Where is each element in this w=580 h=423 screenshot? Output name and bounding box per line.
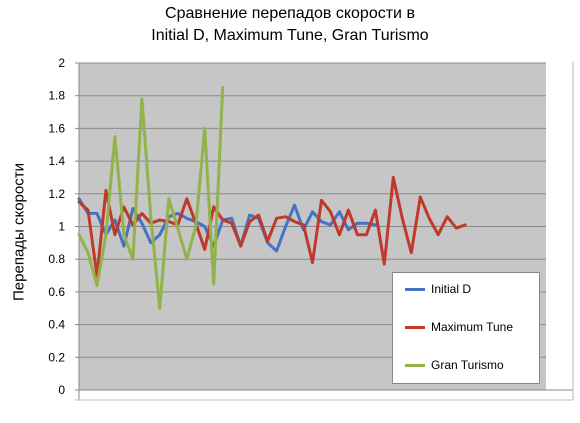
legend-label: Initial D [431,282,472,296]
y-tick-label: 1.2 [48,187,65,201]
chart-title-line-1: Сравнение перепадов скорости в [165,5,415,22]
legend-label: Maximum Tune [431,320,514,334]
legend-swatch [405,287,425,291]
chart-title-line-2: Initial D, Maximum Tune, Gran Turismo [151,27,429,44]
legend-item-gran-turismo: Gran Turismo [405,357,504,373]
y-tick-label: 1.6 [48,121,65,135]
y-tick-label: 1.8 [48,89,65,103]
series-line-initial-d [77,197,377,253]
legend-item-maximum-tune: Maximum Tune [405,319,513,335]
y-tick-label: 0.4 [48,318,65,332]
legend-label: Gran Turismo [431,358,504,372]
legend-swatch [405,325,425,329]
y-tick-label: 0.2 [48,350,65,364]
y-tick-label: 1 [58,220,65,234]
legend: Initial D Maximum Tune Gran Turismo [392,272,540,384]
y-tick-label: 2 [58,56,65,70]
y-tick-label: 0.6 [48,285,65,299]
y-tick-label: 1.4 [48,154,65,168]
legend-item-initial-d: Initial D [405,281,471,297]
chart-title: Сравнение перепадов скорости в Initial D… [0,3,580,47]
series-line-gran-turismo [77,86,225,310]
y-tick-label: 0.8 [48,252,65,266]
y-tick-label: 0 [58,383,65,397]
legend-swatch [405,363,425,367]
series-line-maximum-tune [77,175,467,278]
